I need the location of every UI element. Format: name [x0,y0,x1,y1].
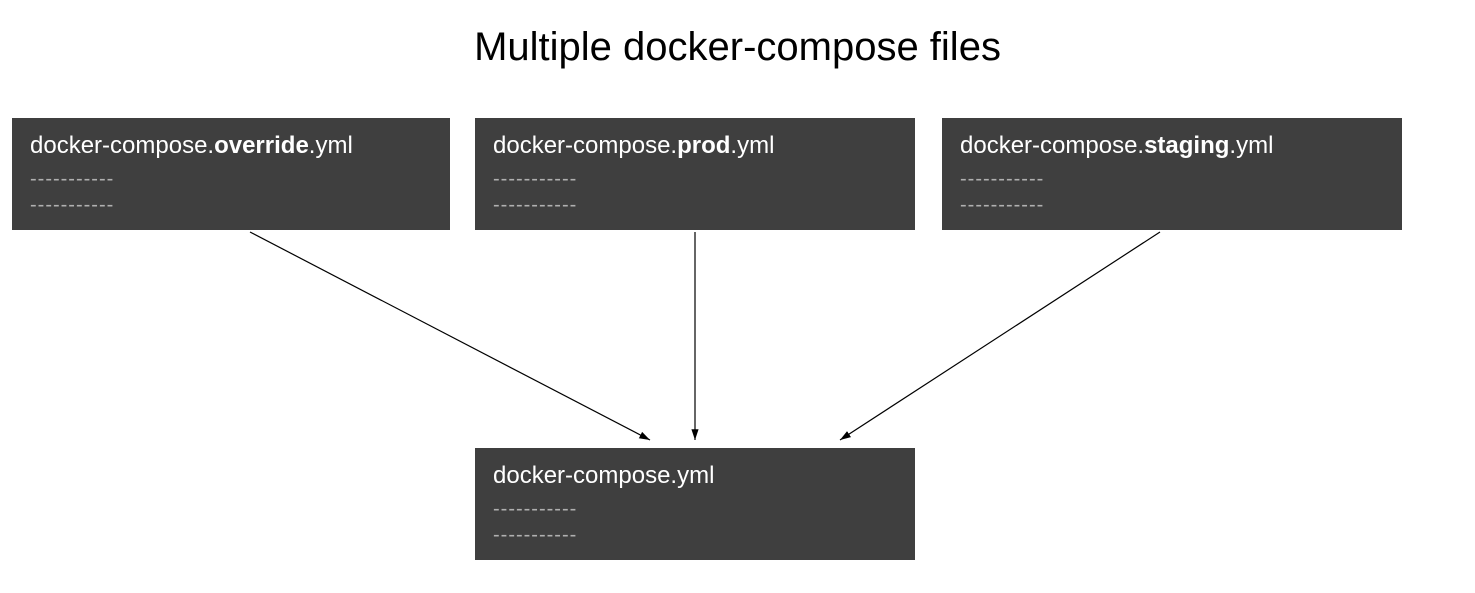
file-box-prod: docker-compose.prod.yml ----------- ----… [475,118,915,230]
diagram-title: Multiple docker-compose files [0,0,1475,70]
arrow-override-to-base [250,232,650,440]
content-placeholder-line: ----------- [30,192,432,218]
filename-bold: prod [677,132,730,159]
filename-suffix: .yml [309,132,353,159]
content-placeholder-line: ----------- [493,192,897,218]
content-placeholder-line: ----------- [30,166,432,192]
content-placeholder-line: ----------- [960,166,1384,192]
filename-prefix: docker-compose. [30,132,214,159]
filename-prod: docker-compose.prod.yml [493,132,897,160]
file-box-staging: docker-compose.staging.yml ----------- -… [942,118,1402,230]
filename-prefix: docker-compose. [493,132,677,159]
file-box-base: docker-compose.yml ----------- ---------… [475,448,915,560]
content-placeholder-line: ----------- [493,522,897,548]
filename-bold: override [214,132,309,159]
file-box-override: docker-compose.override.yml ----------- … [12,118,450,230]
filename-staging: docker-compose.staging.yml [960,132,1384,160]
arrow-staging-to-base [840,232,1160,440]
content-placeholder-line: ----------- [493,496,897,522]
filename-prefix: docker-compose. [960,132,1144,159]
content-placeholder-line: ----------- [960,192,1384,218]
filename-suffix: .yml [1229,132,1273,159]
filename-base: docker-compose.yml [493,462,897,490]
content-placeholder-line: ----------- [493,166,897,192]
filename-override: docker-compose.override.yml [30,132,432,160]
filename-bold: staging [1144,132,1229,159]
filename-suffix: .yml [730,132,774,159]
